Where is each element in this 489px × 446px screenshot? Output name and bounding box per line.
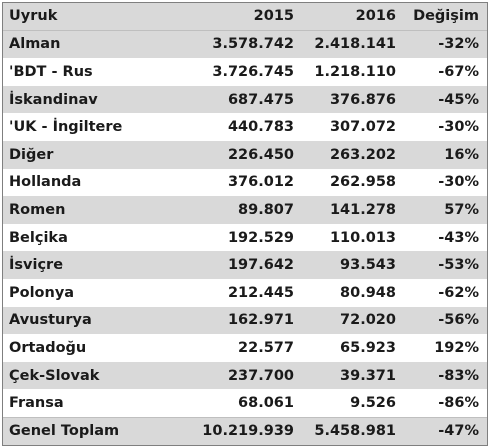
- row-change: 192%: [434, 339, 479, 356]
- row-change: -86%: [438, 395, 479, 412]
- row-nationality: Alman: [9, 36, 61, 53]
- table-row: İsviçre 197.642 93.543 -53%: [3, 251, 487, 279]
- total-change: -47%: [438, 423, 479, 440]
- row-2015: 237.700: [227, 367, 294, 384]
- row-nationality: Romen: [9, 201, 66, 218]
- row-change: -30%: [438, 119, 479, 136]
- row-2015: 376.012: [227, 174, 294, 191]
- table-row: Diğer 226.450 263.202 16%: [3, 140, 487, 169]
- table-body: Alman 3.578.742 2.418.141 -32% 'BDT - Rus 3.7…: [3, 30, 487, 417]
- table-row: Ortadoğu 22.577 65.923 192%: [3, 334, 487, 362]
- row-nationality: Polonya: [9, 284, 75, 301]
- row-nationality: Hollanda: [9, 174, 82, 191]
- row-2015: 687.475: [227, 91, 294, 108]
- table-row: 'BDT - Rus 3.726.745 1.218.110 -67%: [3, 58, 487, 86]
- row-nationality: Belçika: [9, 229, 68, 246]
- header-2016: 2016: [355, 8, 396, 25]
- row-nationality: İskandinav: [9, 91, 98, 108]
- row-nationality: Fransa: [9, 395, 64, 412]
- row-2016: 65.923: [340, 339, 396, 356]
- row-2016: 93.543: [340, 257, 396, 274]
- row-2016: 307.072: [329, 119, 396, 136]
- row-change: -56%: [438, 312, 479, 329]
- row-2016: 80.948: [340, 284, 396, 301]
- row-change: -53%: [438, 257, 479, 274]
- row-2016: 262.958: [329, 174, 396, 191]
- row-change: -43%: [438, 229, 479, 246]
- row-2015: 3.578.742: [212, 36, 294, 53]
- row-nationality: Diğer: [9, 146, 54, 163]
- row-2015: 226.450: [227, 146, 294, 163]
- header-nationality: Uyruk: [9, 8, 58, 25]
- row-nationality: 'UK - İngiltere: [9, 119, 123, 136]
- row-2016: 2.418.141: [314, 36, 396, 53]
- row-2015: 162.971: [227, 312, 294, 329]
- row-change: -62%: [438, 284, 479, 301]
- table-row: Fransa 68.061 9.526 -86%: [3, 389, 487, 417]
- row-nationality: Ortadoğu: [9, 339, 87, 356]
- row-2015: 212.445: [227, 284, 294, 301]
- row-2015: 197.642: [227, 257, 294, 274]
- header-change: Değişim: [413, 8, 479, 25]
- table-row: Alman 3.578.742 2.418.141 -32%: [3, 30, 487, 59]
- row-2016: 39.371: [340, 367, 396, 384]
- row-nationality: İsviçre: [9, 257, 64, 274]
- row-2015: 440.783: [227, 119, 294, 136]
- row-2016: 72.020: [340, 312, 396, 329]
- row-nationality: Çek-Slovak: [9, 367, 100, 384]
- table-row: Hollanda 376.012 262.958 -30%: [3, 169, 487, 197]
- row-change: 16%: [444, 146, 479, 163]
- row-2016: 110.013: [329, 229, 396, 246]
- row-nationality: 'BDT - Rus: [9, 63, 93, 80]
- row-nationality: Avusturya: [9, 312, 92, 329]
- header-2015: 2015: [253, 8, 294, 25]
- table-row: Romen 89.807 141.278 57%: [3, 196, 487, 224]
- row-change: -45%: [438, 91, 479, 108]
- table-row: Belçika 192.529 110.013 -43%: [3, 224, 487, 252]
- table-row: Çek-Slovak 237.700 39.371 -83%: [3, 361, 487, 390]
- total-2015: 10.219.939: [202, 423, 294, 440]
- total-row: Genel Toplam 10.219.939 5.458.981 -47%: [3, 416, 487, 445]
- row-2015: 68.061: [238, 395, 294, 412]
- table-row: 'UK - İngiltere 440.783 307.072 -30%: [3, 113, 487, 141]
- table-row: Avusturya 162.971 72.020 -56%: [3, 306, 487, 335]
- row-2015: 192.529: [227, 229, 294, 246]
- row-change: -30%: [438, 174, 479, 191]
- table-row: Polonya 212.445 80.948 -62%: [3, 279, 487, 307]
- row-change: -67%: [438, 63, 479, 80]
- row-2016: 9.526: [350, 395, 396, 412]
- row-change: -83%: [438, 367, 479, 384]
- row-change: 57%: [444, 201, 479, 218]
- total-2016: 5.458.981: [314, 423, 396, 440]
- row-2015: 22.577: [238, 339, 294, 356]
- row-2015: 89.807: [238, 201, 294, 218]
- total-label: Genel Toplam: [9, 423, 120, 440]
- row-2016: 263.202: [329, 146, 396, 163]
- row-2015: 3.726.745: [212, 63, 294, 80]
- table-row: İskandinav 687.475 376.876 -45%: [3, 85, 487, 114]
- row-2016: 376.876: [329, 91, 396, 108]
- table-header: Uyruk 2015 2016 Değişim: [3, 3, 487, 31]
- row-change: -32%: [438, 36, 479, 53]
- row-2016: 141.278: [329, 201, 396, 218]
- row-2016: 1.218.110: [314, 63, 396, 80]
